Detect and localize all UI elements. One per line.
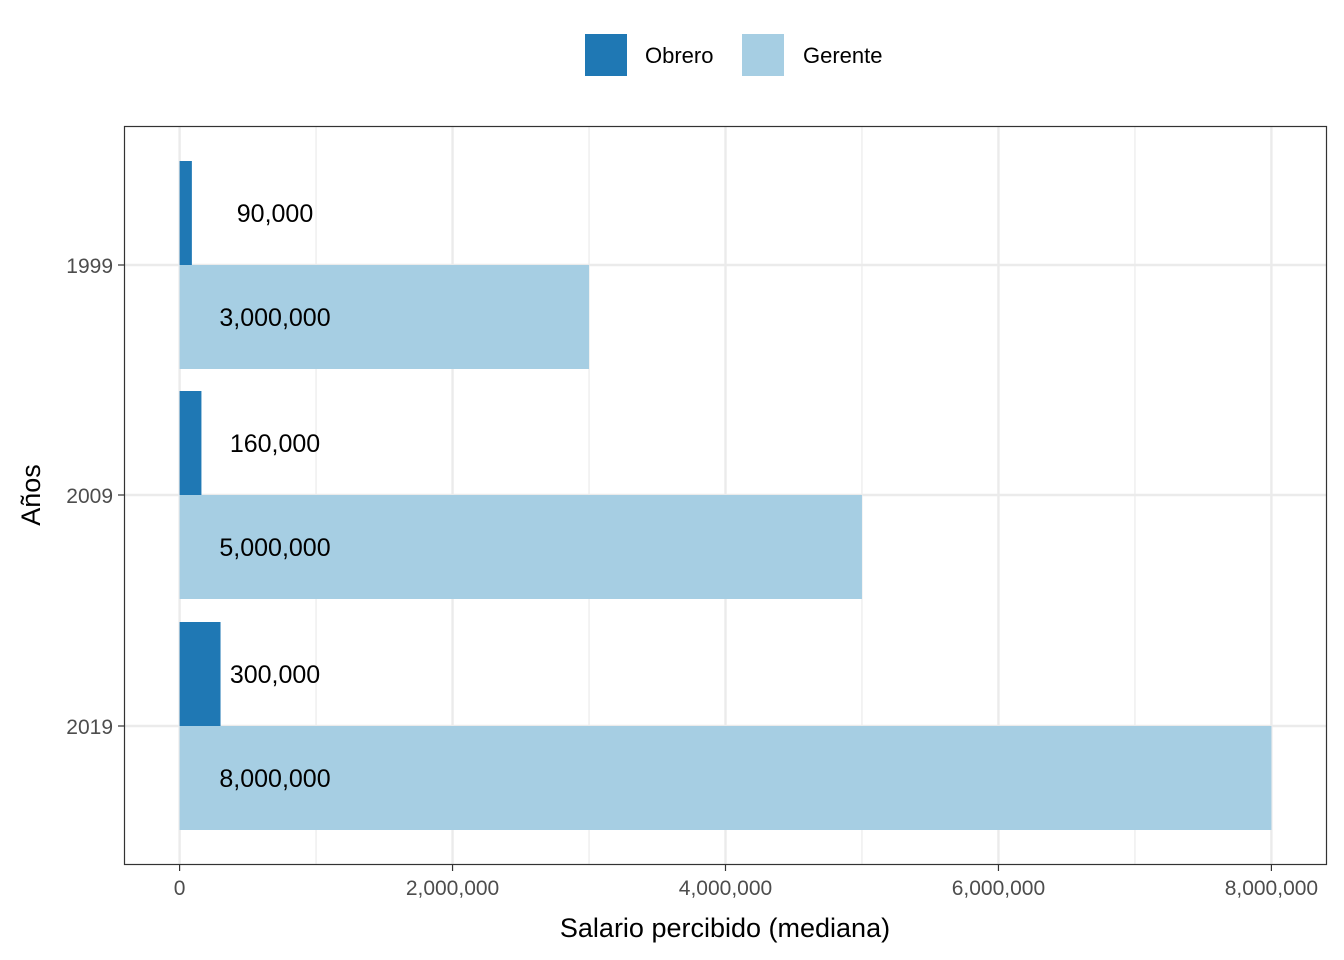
x-tick-label: 6,000,000 xyxy=(952,877,1045,900)
legend-label-gerente: Gerente xyxy=(803,43,883,68)
y-tick-label: 2019 xyxy=(66,716,113,739)
data-label-obrero-2019: 300,000 xyxy=(230,661,320,689)
legend: Obrero Gerente xyxy=(585,34,883,76)
data-label-gerente-1999: 3,000,000 xyxy=(219,304,330,332)
legend-swatch-gerente xyxy=(742,34,784,76)
data-labels: 90,000 3,000,000 160,000 5,000,000 300,000 8,… xyxy=(219,200,330,793)
bar-gerente-1999 xyxy=(179,265,590,369)
bar-gerente-2019 xyxy=(179,726,1272,830)
bars xyxy=(179,161,1272,830)
x-tick-label: 8,000,000 xyxy=(1225,877,1318,900)
data-label-obrero-1999: 90,000 xyxy=(237,200,313,228)
legend-swatch-obrero xyxy=(585,34,627,76)
y-tick-label: 2009 xyxy=(66,485,113,508)
x-tick-label: 2,000,000 xyxy=(406,877,499,900)
x-tick-label: 0 xyxy=(174,877,186,900)
y-axis-title: Años xyxy=(16,464,46,526)
y-tick-label: 1999 xyxy=(66,255,113,278)
legend-label-obrero: Obrero xyxy=(645,43,713,68)
data-label-gerente-2009: 5,000,000 xyxy=(219,534,330,562)
bar-obrero-1999 xyxy=(179,161,192,265)
bar-gerente-2009 xyxy=(179,495,862,599)
x-tick-label: 4,000,000 xyxy=(679,877,772,900)
bar-obrero-2019 xyxy=(179,622,221,726)
x-axis-title: Salario percibido (mediana) xyxy=(560,913,890,943)
data-label-obrero-2009: 160,000 xyxy=(230,430,320,458)
axes: 0 2,000,000 4,000,000 6,000,000 8,000,000 199… xyxy=(66,255,1318,900)
bar-obrero-2009 xyxy=(179,391,202,495)
data-label-gerente-2019: 8,000,000 xyxy=(219,765,330,793)
